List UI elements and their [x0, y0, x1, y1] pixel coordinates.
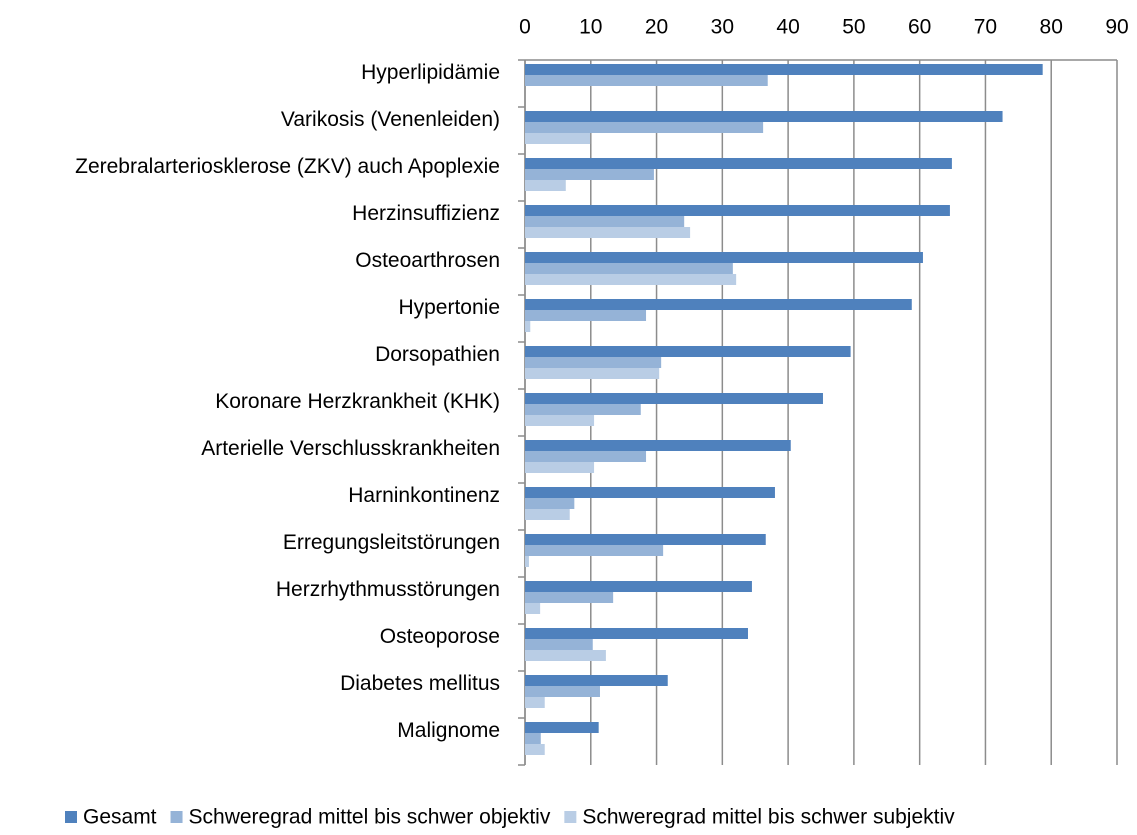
bar — [525, 64, 1043, 75]
y-tick-label: Herzrhythmusstörungen — [276, 578, 500, 601]
bar — [525, 393, 823, 404]
bar — [525, 509, 570, 520]
bar — [525, 440, 791, 451]
x-tick-label: 0 — [519, 16, 531, 39]
x-tick-label: 90 — [1105, 16, 1128, 39]
bar — [525, 686, 600, 697]
y-tick-label: Varikosis (Venenleiden) — [281, 108, 500, 131]
bar — [525, 111, 1003, 122]
bar — [525, 180, 566, 191]
y-tick-label: Harninkontinenz — [348, 484, 500, 507]
bar — [525, 733, 541, 744]
x-tick-label: 20 — [645, 16, 668, 39]
bar — [525, 697, 545, 708]
y-tick-label: Arterielle Verschlusskrankheiten — [201, 437, 500, 460]
y-tick-label: Dorsopathien — [375, 343, 500, 366]
bar — [525, 581, 752, 592]
bar — [525, 462, 595, 473]
bar — [525, 310, 647, 321]
legend-label: Gesamt — [83, 806, 157, 829]
bar — [525, 650, 606, 661]
bar — [525, 133, 591, 144]
x-tick-label: 70 — [974, 16, 997, 39]
y-tick-label: Diabetes mellitus — [340, 672, 500, 695]
y-tick-label: Malignome — [397, 719, 500, 742]
bar — [525, 744, 545, 755]
bar — [525, 252, 923, 263]
bar — [525, 321, 531, 332]
x-tick-label: 50 — [842, 16, 865, 39]
bar — [525, 158, 952, 169]
x-tick-label: 60 — [908, 16, 931, 39]
bar — [525, 216, 685, 227]
legend-swatch — [564, 811, 577, 823]
bar — [525, 675, 668, 686]
x-tick-label: 80 — [1040, 16, 1063, 39]
bar — [525, 122, 764, 133]
legend-swatch — [170, 811, 183, 823]
x-tick-label: 40 — [776, 16, 799, 39]
bar — [525, 263, 733, 274]
bar — [525, 722, 599, 733]
y-tick-label: Herzinsuffizienz — [352, 202, 500, 225]
bar — [525, 357, 662, 368]
legend-label: Schweregrad mittel bis schwer subjektiv — [582, 806, 955, 829]
bar — [525, 498, 575, 509]
y-tick-label: Hyperlipidämie — [361, 61, 500, 84]
x-tick-label: 30 — [711, 16, 734, 39]
legend-swatch — [65, 811, 77, 823]
bar — [525, 169, 654, 180]
bar — [525, 639, 593, 650]
bar — [525, 534, 766, 545]
bar — [525, 404, 641, 415]
x-tick-label: 10 — [579, 16, 602, 39]
bar — [525, 274, 737, 285]
bar — [525, 415, 595, 426]
bar — [525, 451, 647, 462]
y-tick-label: Zerebralarteriosklerose (ZKV) auch Apopl… — [75, 155, 500, 178]
bar — [525, 487, 775, 498]
bar — [525, 603, 541, 614]
bar — [525, 346, 851, 357]
y-tick-label: Koronare Herzkrankheit (KHK) — [215, 390, 500, 413]
bar — [525, 75, 768, 86]
bar — [525, 227, 691, 238]
y-tick-label: Osteoporose — [380, 625, 500, 648]
y-tick-label: Osteoarthrosen — [355, 249, 500, 272]
bar — [525, 592, 614, 603]
legend-label: Schweregrad mittel bis schwer objektiv — [189, 806, 551, 829]
bar — [525, 628, 748, 639]
y-tick-label: Erregungsleitstörungen — [283, 531, 500, 554]
bar — [525, 556, 529, 567]
bar — [525, 545, 664, 556]
bar — [525, 368, 660, 379]
bar — [525, 205, 950, 216]
y-tick-label: Hypertonie — [398, 296, 500, 319]
bar — [525, 299, 912, 310]
